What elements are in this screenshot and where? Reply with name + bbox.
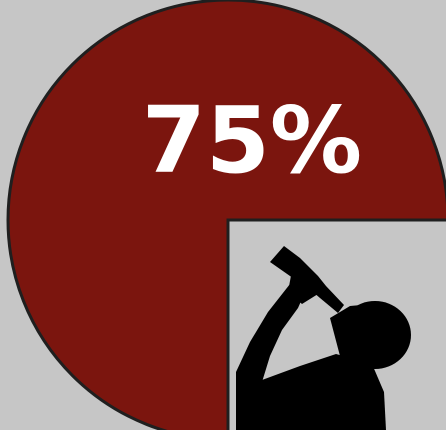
arm-shape <box>236 284 306 430</box>
pie-slice-main <box>6 0 446 430</box>
torso-shape <box>256 354 386 430</box>
person-drinking-from-bottle-icon <box>236 246 411 430</box>
pie-slice-label: 75% <box>142 87 362 194</box>
hand-shape <box>288 270 318 304</box>
pie-labels: 75% <box>142 87 362 194</box>
face-shape <box>330 304 392 372</box>
pie-slice-missing-edge <box>226 218 446 430</box>
drinker-silhouette <box>236 246 411 430</box>
